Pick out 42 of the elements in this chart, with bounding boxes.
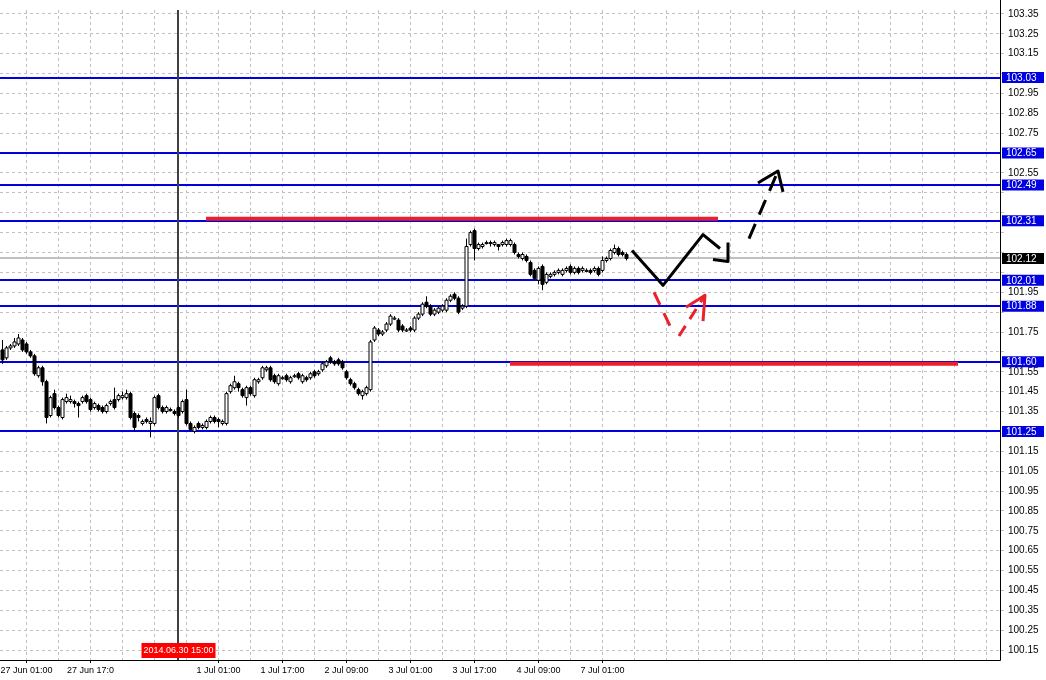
- y-tick-label: 100.85: [1008, 504, 1040, 516]
- y-tick-label: 101.45: [1008, 385, 1040, 397]
- x-tick-label: 1 Jul 01:00: [196, 665, 241, 676]
- y-tick-label: 102.85: [1008, 107, 1040, 119]
- y-tick-label: 100.25: [1008, 623, 1040, 635]
- y-tick-label: 100.45: [1008, 584, 1040, 596]
- y-tick-label: 102.95: [1008, 87, 1040, 99]
- ref-line-label: 101.25: [1006, 425, 1038, 437]
- y-tick-label: 100.55: [1008, 564, 1040, 576]
- x-tick-label: 27 Jun 01:00: [0, 665, 53, 676]
- ref-line-label: 102.31: [1006, 214, 1038, 226]
- y-tick-label: 101.95: [1008, 286, 1040, 298]
- ref-line-label: 101.60: [1006, 356, 1038, 368]
- x-tick-label: 2 Jul 09:00: [324, 665, 369, 676]
- ref-line-label: 102.49: [1006, 179, 1038, 191]
- y-tick-label: 103.15: [1008, 47, 1040, 59]
- x-tick-label: 27 Jun 17:0: [66, 665, 115, 676]
- x-tick-label: 3 Jul 01:00: [388, 665, 433, 676]
- y-tick-label: 102.75: [1008, 126, 1040, 138]
- ref-line-label: 102.12: [1006, 252, 1038, 264]
- y-tick-label: 100.65: [1008, 544, 1040, 556]
- x-tick-label: 2014.06.30 15:00: [143, 645, 214, 656]
- y-tick-label: 103.25: [1008, 27, 1040, 39]
- y-tick-label: 101.05: [1008, 464, 1040, 476]
- y-tick-label: 100.95: [1008, 484, 1040, 496]
- y-tick-label: 100.15: [1008, 643, 1040, 655]
- ref-line-label: 102.01: [1006, 274, 1038, 286]
- y-tick-label: 100.35: [1008, 604, 1040, 616]
- y-tick-label: 101.75: [1008, 325, 1040, 337]
- x-tick-label: 7 Jul 01:00: [580, 665, 625, 676]
- y-tick-label: 101.15: [1008, 445, 1040, 457]
- y-tick-label: 100.75: [1008, 524, 1040, 536]
- y-tick-label: 101.35: [1008, 405, 1040, 417]
- ref-line-label: 101.88: [1006, 300, 1038, 312]
- y-tick-label: 103.35: [1008, 7, 1040, 19]
- x-tick-label: 3 Jul 17:00: [452, 665, 497, 676]
- x-tick-label: 4 Jul 09:00: [516, 665, 561, 676]
- ref-line-label: 102.65: [1006, 147, 1038, 159]
- y-tick-label: 102.55: [1008, 166, 1040, 178]
- ref-line-label: 103.03: [1006, 71, 1038, 83]
- y-tick-label: 101.55: [1008, 365, 1040, 377]
- x-tick-label: 1 Jul 17:00: [260, 665, 305, 676]
